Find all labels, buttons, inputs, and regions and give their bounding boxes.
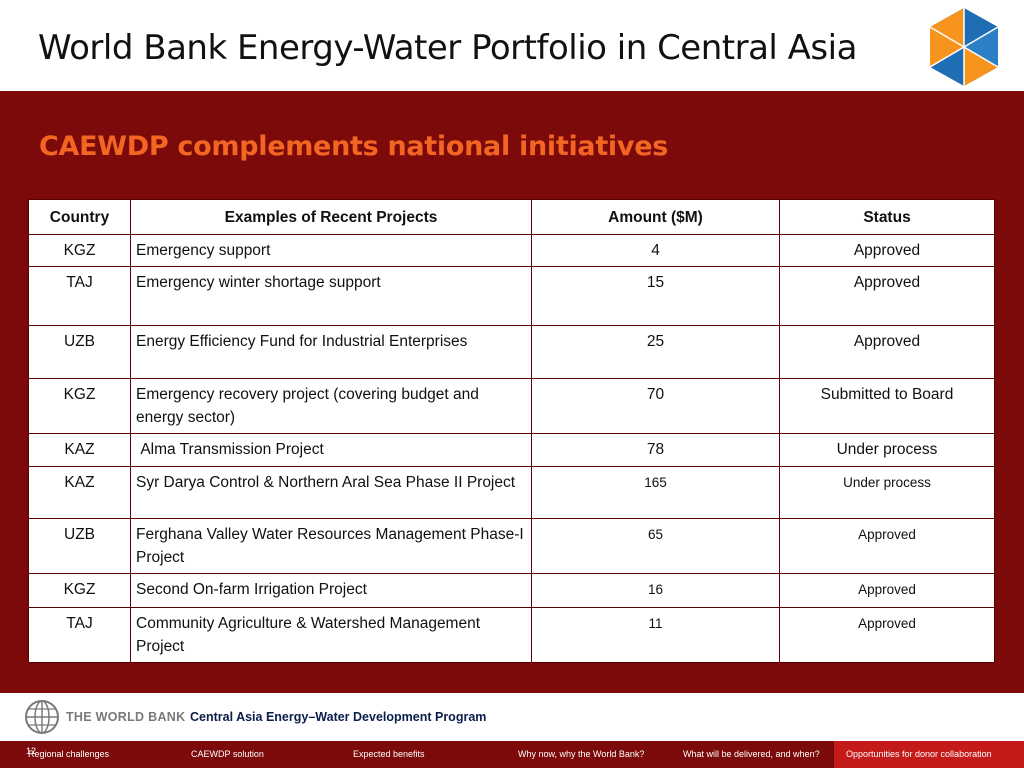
projects-table: Country Examples of Recent Projects Amou… <box>28 199 995 663</box>
header-country: Country <box>28 199 131 235</box>
nav-item-donor-collaboration[interactable]: Opportunities for donor collaboration <box>846 749 992 759</box>
program-title: Central Asia Energy–Water Development Pr… <box>190 710 487 724</box>
status-cell: Under process <box>779 466 995 519</box>
project-cell: Ferghana Valley Water Resources Manageme… <box>130 518 532 574</box>
table-row: TAJ Emergency winter shortage support 15… <box>28 266 995 326</box>
country-cell: UZB <box>28 325 131 379</box>
status-cell: Approved <box>779 234 995 267</box>
header-amount: Amount ($M) <box>531 199 780 235</box>
slide-subtitle: CAEWDP complements national initiatives <box>39 131 668 162</box>
status-cell: Approved <box>779 266 995 326</box>
project-cell: Energy Efficiency Fund for Industrial En… <box>130 325 532 379</box>
table-row: KGZ Emergency recovery project (covering… <box>28 378 995 434</box>
nav-item-why-now[interactable]: Why now, why the World Bank? <box>518 749 645 759</box>
country-cell: KGZ <box>28 573 131 608</box>
amount-cell: 165 <box>531 466 780 519</box>
project-cell: Syr Darya Control & Northern Aral Sea Ph… <box>130 466 532 519</box>
status-cell: Approved <box>779 573 995 608</box>
amount-cell: 4 <box>531 234 780 267</box>
nav-item-regional-challenges[interactable]: Regional challenges <box>28 749 110 759</box>
project-cell: Second On-farm Irrigation Project <box>130 573 532 608</box>
header-status: Status <box>779 199 995 235</box>
table-row: UZB Ferghana Valley Water Resources Mana… <box>28 518 995 574</box>
country-cell: KAZ <box>28 433 131 467</box>
project-cell: Emergency support <box>130 234 532 267</box>
table-header-row: Country Examples of Recent Projects Amou… <box>28 199 995 235</box>
project-cell: Emergency winter shortage support <box>130 266 532 326</box>
status-cell: Approved <box>779 325 995 379</box>
country-cell: TAJ <box>28 266 131 326</box>
amount-cell: 15 <box>531 266 780 326</box>
amount-cell: 11 <box>531 607 780 663</box>
status-cell: Under process <box>779 433 995 467</box>
hexagon-logo-icon <box>929 8 999 86</box>
table-row: KGZ Emergency support 4 Approved <box>28 234 995 267</box>
project-text: Alma Transmission Project <box>140 441 324 458</box>
status-cell: Approved <box>779 518 995 574</box>
amount-cell: 16 <box>531 573 780 608</box>
header-projects: Examples of Recent Projects <box>130 199 532 235</box>
table-row: KAZ Syr Darya Control & Northern Aral Se… <box>28 466 995 519</box>
table-row: KGZ Second On-farm Irrigation Project 16… <box>28 573 995 608</box>
globe-icon <box>25 700 59 734</box>
slide-title: World Bank Energy-Water Portfolio in Cen… <box>38 28 857 68</box>
world-bank-logo-text: THE WORLD BANK <box>66 710 186 724</box>
page-number: 12 <box>26 746 37 756</box>
table-row: TAJ Community Agriculture & Watershed Ma… <box>28 607 995 663</box>
country-cell: KAZ <box>28 466 131 519</box>
table-row: KAZ Alma Transmission Project 78 Under p… <box>28 433 995 467</box>
status-cell: Submitted to Board <box>779 378 995 434</box>
footer: THE WORLD BANK Central Asia Energy–Water… <box>0 693 1024 741</box>
status-cell: Approved <box>779 607 995 663</box>
amount-cell: 65 <box>531 518 780 574</box>
nav-active-highlight <box>834 741 1024 768</box>
table-row: UZB Energy Efficiency Fund for Industria… <box>28 325 995 379</box>
amount-cell: 70 <box>531 378 780 434</box>
nav-item-deliverables[interactable]: What will be delivered, and when? <box>683 749 820 759</box>
section-nav-bar: 12 Regional challenges CAEWDP solution E… <box>0 741 1024 768</box>
project-cell: Emergency recovery project (covering bud… <box>130 378 532 434</box>
world-bank-logo: THE WORLD BANK <box>24 699 185 735</box>
country-cell: KGZ <box>28 378 131 434</box>
amount-cell: 25 <box>531 325 780 379</box>
country-cell: KGZ <box>28 234 131 267</box>
country-cell: TAJ <box>28 607 131 663</box>
country-cell: UZB <box>28 518 131 574</box>
nav-item-caewdp-solution[interactable]: CAEWDP solution <box>191 749 264 759</box>
project-cell: Alma Transmission Project <box>130 433 532 467</box>
project-cell: Community Agriculture & Watershed Manage… <box>130 607 532 663</box>
nav-item-expected-benefits[interactable]: Expected benefits <box>353 749 425 759</box>
amount-cell: 78 <box>531 433 780 467</box>
